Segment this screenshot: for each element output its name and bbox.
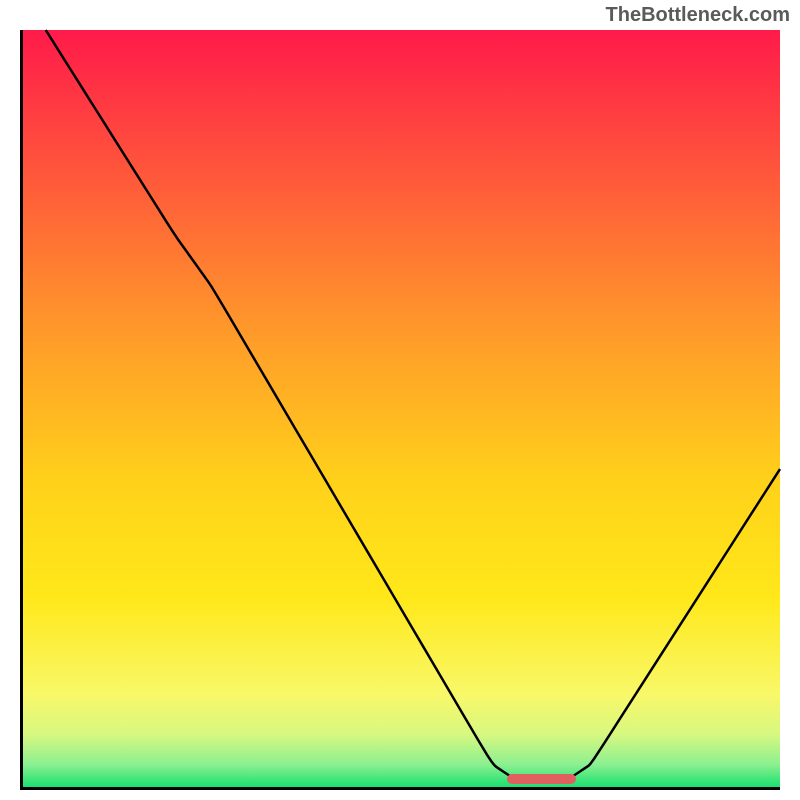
bottleneck-curve <box>23 30 780 787</box>
curve-path <box>46 30 780 779</box>
optimal-range-marker <box>507 774 575 784</box>
watermark-text: TheBottleneck.com <box>606 4 790 27</box>
bottleneck-chart <box>20 30 780 790</box>
